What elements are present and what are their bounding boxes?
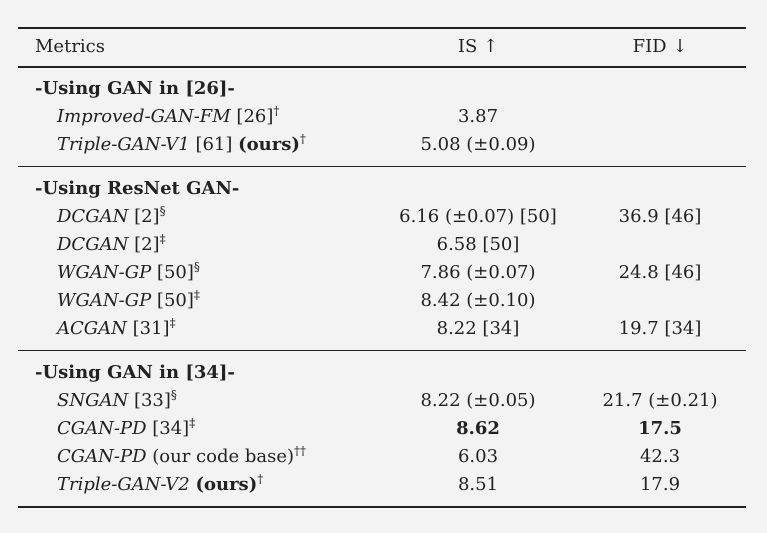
method-text: WGAN-GP: [57, 290, 152, 311]
method-text: (our code base): [146, 446, 295, 467]
method-cell: CGAN-PD [34]‡: [57, 417, 195, 441]
fid-cell: 21.7 (±0.21): [602, 390, 718, 411]
method-text: Triple-GAN-V1: [57, 134, 190, 155]
fid-cell: 24.8 [46]: [618, 262, 702, 283]
method-text: [2]: [128, 234, 160, 255]
is-cell: 6.16 (±0.07) [50]: [399, 206, 557, 227]
method-text: (ours): [238, 134, 300, 155]
group-title: -Using GAN in [34]-: [35, 362, 235, 383]
method-cell: DCGAN [2]‡: [57, 233, 166, 257]
method-text: †: [299, 132, 306, 146]
method-text: [50]: [151, 290, 194, 311]
method-cell: WGAN-GP [50]‡: [57, 289, 200, 313]
method-text: [2]: [128, 206, 160, 227]
method-text: [33]: [128, 390, 171, 411]
method-text: DCGAN: [57, 234, 129, 255]
method-cell: DCGAN [2]§: [57, 205, 166, 229]
is-cell: 3.87: [457, 106, 499, 127]
method-text: DCGAN: [57, 206, 129, 227]
method-text: †: [257, 472, 264, 486]
fid-cell: 17.5: [638, 418, 682, 439]
rule-line: [18, 27, 746, 29]
is-cell: 8.42 (±0.10): [420, 290, 536, 311]
method-text: Improved-GAN-FM: [57, 106, 231, 127]
method-text: [31]: [126, 318, 170, 339]
is-cell: 8.51: [457, 474, 499, 495]
method-text: ††: [294, 444, 307, 458]
method-text: [34]: [146, 418, 190, 439]
fid-cell: 42.3: [639, 446, 681, 467]
method-text: §: [159, 204, 166, 218]
method-text: ‡: [189, 416, 196, 430]
rule-line: [18, 166, 746, 167]
method-text: §: [193, 260, 200, 274]
is-cell: 8.22 (±0.05): [420, 390, 536, 411]
method-text: ‡: [169, 316, 176, 330]
header-cell: IS ↑: [457, 36, 499, 57]
method-text: [26]: [230, 106, 274, 127]
method-text: (ours): [195, 474, 258, 495]
group-title: -Using GAN in [26]-: [35, 78, 235, 99]
header-cell: FID ↓: [632, 36, 688, 57]
method-text: ‡: [159, 232, 166, 246]
rule-line: [18, 350, 746, 351]
method-text: SNGAN: [57, 390, 129, 411]
method-text: †: [273, 104, 280, 118]
rule-line: [18, 506, 746, 508]
is-cell: 8.62: [456, 418, 500, 439]
method-cell: Triple-GAN-V2 (ours)†: [57, 473, 263, 497]
is-cell: 6.03: [457, 446, 499, 467]
is-cell: 6.58 [50]: [436, 234, 520, 255]
method-text: §: [170, 388, 177, 402]
method-text: WGAN-GP: [57, 262, 152, 283]
fid-cell: 36.9 [46]: [618, 206, 702, 227]
rule-line: [18, 66, 746, 68]
method-cell: Improved-GAN-FM [26]†: [57, 105, 279, 129]
method-text: ACGAN: [57, 318, 127, 339]
is-cell: 7.86 (±0.07): [420, 262, 536, 283]
method-cell: CGAN-PD (our code base)††: [57, 445, 306, 469]
method-text: CGAN-PD: [57, 446, 147, 467]
method-cell: Triple-GAN-V1 [61] (ours)†: [57, 133, 306, 157]
is-cell: 8.22 [34]: [436, 318, 520, 339]
method-text: ‡: [193, 288, 200, 302]
method-text: Triple-GAN-V2: [57, 474, 190, 495]
is-cell: 5.08 (±0.09): [420, 134, 536, 155]
method-text: CGAN-PD: [57, 418, 147, 439]
method-text: [61]: [189, 134, 239, 155]
method-cell: SNGAN [33]§: [57, 389, 177, 413]
method-cell: WGAN-GP [50]§: [57, 261, 200, 285]
group-title: -Using ResNet GAN-: [35, 178, 240, 199]
header-cell: Metrics: [35, 36, 105, 57]
fid-cell: 17.9: [639, 474, 681, 495]
method-text: [50]: [151, 262, 194, 283]
fid-cell: 19.7 [34]: [618, 318, 702, 339]
method-cell: ACGAN [31]‡: [57, 317, 176, 341]
